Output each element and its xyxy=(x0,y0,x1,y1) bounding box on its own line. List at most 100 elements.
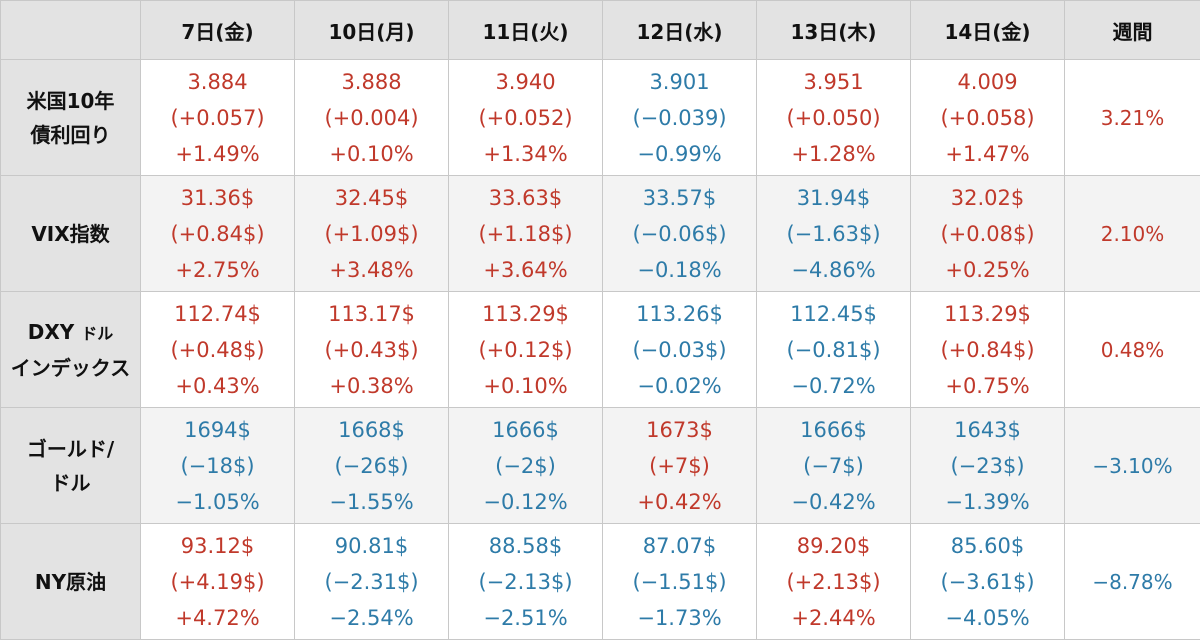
cell-day-1: 3.884 (+0.057) +1.49% xyxy=(140,59,295,176)
cell-pct: −2.54% xyxy=(329,605,414,630)
row-label-main: DXY xyxy=(27,319,75,344)
cell-pct: +2.75% xyxy=(175,257,260,282)
cell-value: 1643$ xyxy=(954,417,1021,442)
cell-value: 33.63$ xyxy=(488,185,563,210)
cell-weekly: 0.48% xyxy=(1064,291,1200,408)
cell-pct: +0.75% xyxy=(945,373,1030,398)
row-label-line1: NY原油 xyxy=(34,569,107,594)
cell-day-4: 1673$ (+7$) +0.42% xyxy=(602,407,757,524)
cell-pct: +3.64% xyxy=(483,257,568,282)
cell-value: 3.884 xyxy=(187,69,248,94)
cell-pct: +1.34% xyxy=(483,141,568,166)
cell-day-1: 112.74$ (+0.48$) +0.43% xyxy=(140,291,295,408)
cell-value: 89.20$ xyxy=(796,533,871,558)
cell-pct: −1.73% xyxy=(637,605,722,630)
cell-value: 88.58$ xyxy=(488,533,563,558)
table-row: NY原油 93.12$ (+4.19$) +4.72% 90.81$ (−2.3… xyxy=(0,523,1200,640)
cell-value: 112.45$ xyxy=(790,301,877,326)
row-label: DXY ドル インデックス xyxy=(0,291,141,408)
row-label: NY原油 xyxy=(0,523,141,640)
cell-day-4: 113.26$ (−0.03$) −0.02% xyxy=(602,291,757,408)
cell-pct: +1.28% xyxy=(791,141,876,166)
cell-day-5: 112.45$ (−0.81$) −0.72% xyxy=(756,291,911,408)
cell-day-2: 1668$ (−26$) −1.55% xyxy=(294,407,449,524)
cell-change: (−7$) xyxy=(803,453,864,478)
cell-change: (−18$) xyxy=(180,453,255,478)
row-label: ゴールド/ ドル xyxy=(0,407,141,524)
cell-day-4: 87.07$ (−1.51$) −1.73% xyxy=(602,523,757,640)
cell-value: 32.45$ xyxy=(334,185,409,210)
cell-value: 87.07$ xyxy=(642,533,717,558)
cell-day-5: 3.951 (+0.050) +1.28% xyxy=(756,59,911,176)
corner-cell xyxy=(0,0,141,60)
cell-change: (−2.31$) xyxy=(324,569,419,594)
cell-value: 3.888 xyxy=(341,69,402,94)
cell-day-3: 3.940 (+0.052) +1.34% xyxy=(448,59,603,176)
row-label: 米国10年 債利回り xyxy=(0,59,141,176)
cell-value: 90.81$ xyxy=(334,533,409,558)
table-row: VIX指数 31.36$ (+0.84$) +2.75% 32.45$ (+1.… xyxy=(0,175,1200,292)
weekly-value: 3.21% xyxy=(1100,105,1165,130)
cell-day-3: 33.63$ (+1.18$) +3.64% xyxy=(448,175,603,292)
cell-value: 112.74$ xyxy=(174,301,261,326)
cell-weekly: −3.10% xyxy=(1064,407,1200,524)
weekly-value: 0.48% xyxy=(1100,337,1165,362)
header-day-2: 10日(月) xyxy=(294,0,449,60)
cell-pct: +1.49% xyxy=(175,141,260,166)
row-label-line2: ドル xyxy=(50,470,91,495)
cell-pct: +0.10% xyxy=(483,373,568,398)
cell-value: 31.36$ xyxy=(180,185,255,210)
cell-pct: −1.39% xyxy=(945,489,1030,514)
cell-pct: −1.55% xyxy=(329,489,414,514)
cell-change: (−0.81$) xyxy=(786,337,881,362)
cell-change: (−2$) xyxy=(495,453,556,478)
cell-change: (+0.84$) xyxy=(170,221,265,246)
cell-value: 85.60$ xyxy=(950,533,1025,558)
cell-value: 1694$ xyxy=(184,417,251,442)
cell-value: 4.009 xyxy=(957,69,1018,94)
header-weekly: 週間 xyxy=(1064,0,1200,60)
cell-change: (−0.03$) xyxy=(632,337,727,362)
cell-value: 31.94$ xyxy=(796,185,871,210)
cell-value: 1673$ xyxy=(646,417,713,442)
cell-day-6: 85.60$ (−3.61$) −4.05% xyxy=(910,523,1065,640)
cell-change: (−2.13$) xyxy=(478,569,573,594)
cell-day-3: 1666$ (−2$) −0.12% xyxy=(448,407,603,524)
cell-value: 32.02$ xyxy=(950,185,1025,210)
cell-day-2: 113.17$ (+0.43$) +0.38% xyxy=(294,291,449,408)
cell-change: (+1.18$) xyxy=(478,221,573,246)
row-label: VIX指数 xyxy=(0,175,141,292)
cell-change: (+0.84$) xyxy=(940,337,1035,362)
cell-value: 113.29$ xyxy=(944,301,1031,326)
table-row: DXY ドル インデックス 112.74$ (+0.48$) +0.43% 11… xyxy=(0,291,1200,408)
header-day-6: 14日(金) xyxy=(910,0,1065,60)
cell-day-1: 93.12$ (+4.19$) +4.72% xyxy=(140,523,295,640)
cell-pct: −2.51% xyxy=(483,605,568,630)
cell-pct: −0.42% xyxy=(791,489,876,514)
cell-value: 1668$ xyxy=(338,417,405,442)
weekly-value: 2.10% xyxy=(1100,221,1165,246)
cell-pct: +3.48% xyxy=(329,257,414,282)
cell-change: (+0.052) xyxy=(478,105,573,130)
header-day-1: 7日(金) xyxy=(140,0,295,60)
cell-pct: −0.99% xyxy=(637,141,722,166)
cell-pct: +0.10% xyxy=(329,141,414,166)
cell-pct: −4.86% xyxy=(791,257,876,282)
cell-pct: +0.42% xyxy=(637,489,722,514)
cell-day-1: 31.36$ (+0.84$) +2.75% xyxy=(140,175,295,292)
weekly-value: −8.78% xyxy=(1092,569,1173,594)
cell-pct: +1.47% xyxy=(945,141,1030,166)
cell-pct: +4.72% xyxy=(175,605,260,630)
cell-day-2: 90.81$ (−2.31$) −2.54% xyxy=(294,523,449,640)
cell-day-4: 3.901 (−0.039) −0.99% xyxy=(602,59,757,176)
header-day-3: 11日(火) xyxy=(448,0,603,60)
cell-change: (+4.19$) xyxy=(170,569,265,594)
cell-change: (−0.06$) xyxy=(632,221,727,246)
cell-pct: −0.72% xyxy=(791,373,876,398)
cell-change: (−23$) xyxy=(950,453,1025,478)
row-label-line1: ゴールド/ xyxy=(26,436,115,461)
cell-day-2: 3.888 (+0.004) +0.10% xyxy=(294,59,449,176)
cell-change: (+2.13$) xyxy=(786,569,881,594)
cell-change: (+0.43$) xyxy=(324,337,419,362)
